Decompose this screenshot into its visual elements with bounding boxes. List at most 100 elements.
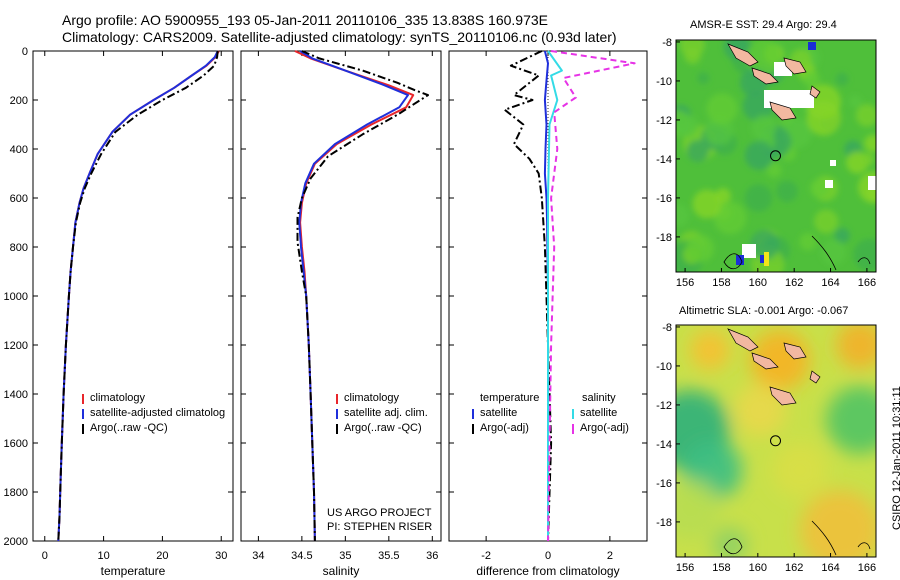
figure-title-line-2: Climatology: CARS2009. Satellite-adjuste… <box>62 29 617 45</box>
sst-cell <box>766 162 782 178</box>
y-tick-label: -10 <box>656 361 672 373</box>
x-tick-label: 2 <box>607 550 613 562</box>
legend-label: climatology <box>344 392 400 404</box>
sst-cell <box>834 227 850 244</box>
island-outline <box>727 328 759 352</box>
x-tick-label: 34.5 <box>291 550 312 562</box>
x-tick-label: 160 <box>749 562 767 574</box>
y-tick-label: 1200 <box>4 340 28 352</box>
sst-cell <box>820 239 847 265</box>
y-tick-label: 1600 <box>4 438 28 450</box>
sst-cell <box>746 40 782 76</box>
island-outline <box>751 352 779 370</box>
sla-field-texture <box>676 325 876 557</box>
legend-swatch <box>472 408 474 419</box>
legend-entry-temp-argo: Argo(-adj) <box>472 421 539 436</box>
sla-cell <box>772 442 828 498</box>
sst-cell <box>853 238 876 272</box>
sla-cell <box>734 384 786 436</box>
profile-panels: 0 10 20 30020040060080010001200140016001800… <box>4 46 648 578</box>
sst-cell <box>684 47 701 65</box>
cold-pixel <box>736 255 744 265</box>
legend-swatch <box>336 408 338 419</box>
sst-cell <box>706 93 738 125</box>
temperature-x-axis-label: temperature <box>101 564 166 578</box>
sla-map-title: Altimetric SLA: -0.001 Argo: -0.067 <box>679 305 849 317</box>
y-tick-label: -18 <box>656 232 672 244</box>
no-data-patch <box>868 176 876 190</box>
salinity-x-axis-label: salinity <box>323 564 360 578</box>
series-line-satellite <box>547 50 563 541</box>
legend-swatch <box>572 423 574 434</box>
y-tick-label: 1400 <box>4 389 28 401</box>
sla-cell <box>690 330 730 370</box>
legend-swatch <box>336 393 338 404</box>
sla-cell <box>750 330 810 390</box>
x-tick-label: 20 <box>156 550 168 562</box>
sla-cell <box>800 490 876 557</box>
sst-cell <box>855 104 876 127</box>
sla_map-frame <box>675 324 877 558</box>
legend-label: climatology <box>90 392 146 404</box>
legend-swatch <box>572 408 574 419</box>
sst-cell <box>676 114 698 138</box>
no-data-patch <box>825 180 833 188</box>
y-tick-label: -12 <box>656 115 672 127</box>
temperature-legend: climatology satellite-adjusted climatolo… <box>82 391 225 436</box>
y-tick-label: 0 <box>22 46 28 58</box>
x-tick-label: 162 <box>785 562 803 574</box>
sst-cell <box>744 184 773 212</box>
reef-contour <box>811 520 837 556</box>
reef-contour <box>811 235 837 271</box>
series-line-argo-raw-qc- <box>296 50 429 542</box>
x-tick-label: -2 <box>481 550 491 562</box>
sst-cell <box>806 101 841 136</box>
legend-label: satellite adj. clim. <box>344 407 428 419</box>
difference-legend-salinity: salinity satellite Argo(-adj) <box>572 391 629 436</box>
legend-entry-temp-satellite: satellite <box>472 406 539 421</box>
sst-cell <box>704 117 734 146</box>
sst-cell <box>864 134 876 153</box>
sst-cell <box>776 180 798 203</box>
y-tick-label: -10 <box>656 76 672 88</box>
sst_map-panel: 156 158 160 162 164 166 -8 -10 -12 -14 -16 -18 <box>656 37 877 289</box>
y-tick-label: -8 <box>662 37 672 49</box>
legend-label: satellite <box>480 407 518 419</box>
sst-cell <box>692 189 722 219</box>
sst-cell <box>686 139 709 162</box>
legend-swatch <box>336 423 338 434</box>
legend-entry-argo: Argo(..raw -QC) <box>82 421 225 436</box>
y-tick-label: 600 <box>10 193 28 205</box>
x-tick-label: 30 <box>215 550 227 562</box>
sst-cell <box>744 141 774 170</box>
sst-map-title: AMSR-E SST: 29.4 Argo: 29.4 <box>690 19 837 31</box>
island-outline <box>769 101 797 121</box>
legend-label: Argo(-adj) <box>480 422 529 434</box>
no-data-patch <box>742 244 756 258</box>
sla-cell <box>712 527 748 557</box>
legend-label: satellite-adjusted climatolog <box>90 407 226 419</box>
timestamp-stamp: CSIRO 12-Jan-2011 10:31:11 <box>891 386 900 530</box>
legend-swatch <box>82 408 84 419</box>
sst-cell <box>814 209 839 234</box>
y-tick-label: -14 <box>656 154 672 166</box>
sla-cell <box>836 325 876 369</box>
argo-position-marker <box>770 150 782 162</box>
difference-panel: -2 0 2 difference from climatology <box>448 50 648 578</box>
sla_map-field <box>676 325 876 557</box>
sst-cell <box>861 152 875 166</box>
x-tick-label: 156 <box>676 562 694 574</box>
legend-swatch <box>82 423 84 434</box>
x-tick-label: 10 <box>97 550 109 562</box>
legend-swatch <box>82 393 84 404</box>
x-tick-label: 0 <box>545 550 551 562</box>
sst_map-field <box>676 40 876 272</box>
sst-field-texture <box>676 40 876 272</box>
y-tick-label: 1000 <box>4 291 28 303</box>
island-outline <box>809 85 821 99</box>
difference-legend-temperature: temperature satellite Argo(-adj) <box>472 391 539 436</box>
difference-x-axis-label: difference from climatology <box>476 564 619 578</box>
sst-cell <box>697 72 710 85</box>
island-outline <box>783 57 807 75</box>
series-line-argo-adj- <box>547 50 636 542</box>
